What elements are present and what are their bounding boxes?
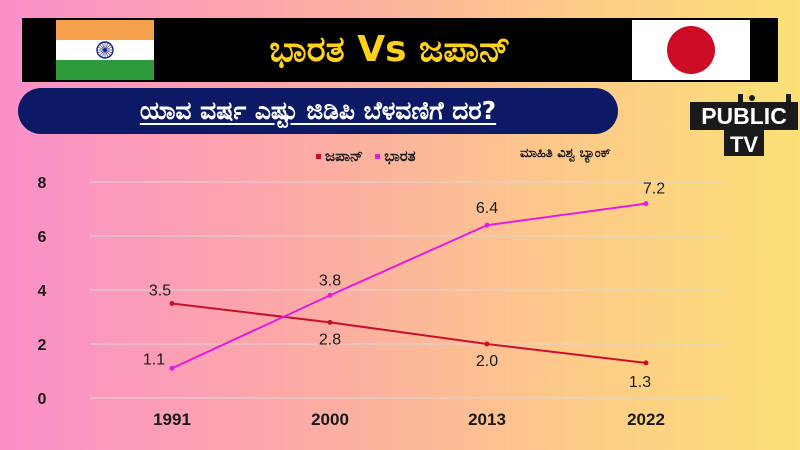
x-tick-label: 2022 bbox=[627, 410, 665, 429]
data-point bbox=[327, 319, 333, 325]
data-point bbox=[327, 292, 333, 298]
chart-legend: ಜಪಾನ್ ಭಾರತ bbox=[316, 144, 416, 168]
svg-text:TV: TV bbox=[730, 132, 758, 157]
y-tick-label: 6 bbox=[38, 229, 47, 246]
data-point bbox=[169, 301, 175, 306]
data-label: 3.8 bbox=[319, 272, 341, 289]
data-label: 7.2 bbox=[643, 181, 665, 198]
data-label: 2.8 bbox=[319, 331, 341, 348]
data-source-label: ಮಾಹಿತಿ ವಿಶ್ವ ಬ್ಯಾಂಕ್ bbox=[520, 146, 611, 161]
data-point bbox=[484, 341, 490, 347]
svg-text:PUBLIC: PUBLIC bbox=[701, 103, 787, 129]
series-line-india bbox=[171, 202, 647, 370]
y-tick-label: 4 bbox=[38, 283, 47, 300]
legend-item-japan: ಜಪಾನ್ bbox=[316, 147, 363, 165]
data-point bbox=[643, 201, 649, 207]
chart-subtitle: ಯಾವ ವರ್ಷ ಎಷ್ಟು ಜಿಡಿಪಿ ಬೆಳವಣಿಗೆ ದರ? bbox=[18, 88, 618, 134]
y-tick-label: 8 bbox=[38, 175, 47, 192]
data-label: 2.0 bbox=[476, 353, 498, 370]
data-point bbox=[169, 365, 175, 371]
legend-item-india: ಭಾರತ bbox=[375, 147, 416, 165]
x-tick-label: 2013 bbox=[468, 410, 506, 429]
series-line-japan bbox=[171, 302, 647, 364]
data-label: 6.4 bbox=[476, 200, 498, 217]
data-label: 1.1 bbox=[143, 351, 165, 368]
data-label: 3.5 bbox=[149, 283, 171, 300]
data-point bbox=[643, 360, 649, 366]
page-title: ಭಾರತ Vs ಜಪಾನ್ bbox=[269, 29, 511, 70]
data-point bbox=[484, 222, 490, 228]
legend-marker-japan bbox=[316, 153, 321, 159]
legend-label-japan: ಜಪಾನ್ bbox=[325, 147, 364, 165]
japan-flag-icon bbox=[632, 20, 750, 80]
x-tick-label: 2000 bbox=[311, 410, 349, 429]
legend-label-india: ಭಾರತ bbox=[384, 147, 416, 165]
legend-marker-india bbox=[375, 153, 381, 159]
india-flag-icon bbox=[56, 20, 154, 80]
public-tv-logo: PUBLIC TV bbox=[690, 94, 798, 157]
x-tick-label: 1991 bbox=[153, 410, 191, 429]
y-tick-label: 0 bbox=[38, 391, 47, 408]
data-label: 1.3 bbox=[629, 374, 651, 391]
y-tick-label: 2 bbox=[38, 337, 47, 354]
